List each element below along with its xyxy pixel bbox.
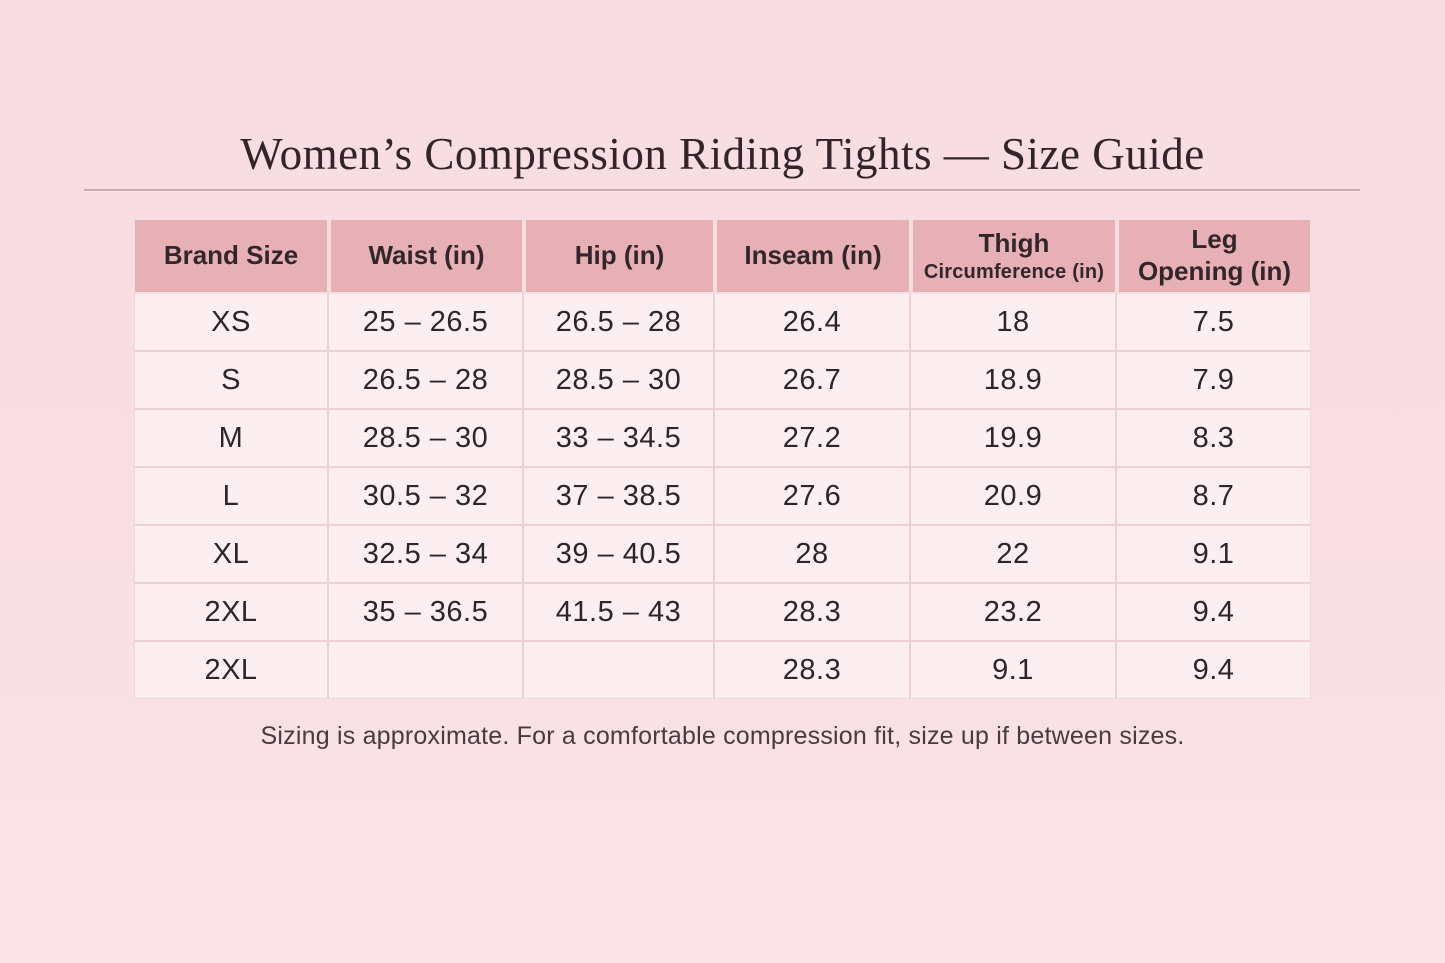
- table-header-row: Brand Size Waist (in) Hip (in) Inseam (i…: [135, 220, 1310, 292]
- column-header-sublabel: Circumference (in): [923, 260, 1105, 283]
- column-header-label: Thigh: [978, 227, 1050, 258]
- table-cell: 23.2: [911, 582, 1117, 640]
- column-header-sublabel: Opening (in): [1137, 256, 1292, 286]
- column-header-thigh-circumference: Thigh Circumference (in): [911, 220, 1117, 292]
- column-header-label: Hip (in): [574, 240, 665, 271]
- table-cell: 2XL: [135, 640, 329, 698]
- table-cell: 18.9: [911, 350, 1117, 408]
- size-row-2xl: 2XL 35 – 36.5 41.5 – 43 28.3 23.2 9.4: [135, 582, 1310, 640]
- table-cell: 37 – 38.5: [524, 466, 715, 524]
- table-cell: 9.4: [1117, 640, 1310, 698]
- table-cell: 7.5: [1117, 292, 1310, 350]
- table-cell: 41.5 – 43: [524, 582, 715, 640]
- table-cell: L: [135, 466, 329, 524]
- table-cell: 9.4: [1117, 582, 1310, 640]
- table-cell: 26.4: [715, 292, 911, 350]
- column-header-brand-size: Brand Size: [135, 220, 329, 292]
- table-cell: M: [135, 408, 329, 466]
- size-row-xs: XS 25 – 26.5 26.5 – 28 26.4 18 7.5: [135, 292, 1310, 350]
- table-cell: 28.5 – 30: [524, 350, 715, 408]
- table-cell: 30.5 – 32: [329, 466, 524, 524]
- table-cell: 32.5 – 34: [329, 524, 524, 582]
- table-cell: 18: [911, 292, 1117, 350]
- table-cell: XS: [135, 292, 329, 350]
- table-cell: 9.1: [911, 640, 1117, 698]
- title-divider-line: [84, 189, 1360, 191]
- table-cell: 26.5 – 28: [524, 292, 715, 350]
- column-header-waist: Waist (in): [329, 220, 524, 292]
- table-cell: 26.7: [715, 350, 911, 408]
- table-cell: 33 – 34.5: [524, 408, 715, 466]
- table-cell: 28.5 – 30: [329, 408, 524, 466]
- size-guide-table: Brand Size Waist (in) Hip (in) Inseam (i…: [135, 220, 1310, 698]
- column-header-label: Waist (in): [368, 240, 485, 271]
- table-cell: 22: [911, 524, 1117, 582]
- column-header-leg-opening: Leg Opening (in): [1117, 220, 1310, 292]
- table-cell: 19.9: [911, 408, 1117, 466]
- size-row-s: S 26.5 – 28 28.5 – 30 26.7 18.9 7.9: [135, 350, 1310, 408]
- table-cell: 2XL: [135, 582, 329, 640]
- table-cell: 9.1: [1117, 524, 1310, 582]
- column-header-hip: Hip (in): [524, 220, 715, 292]
- table-cell: 7.9: [1117, 350, 1310, 408]
- table-cell: 20.9: [911, 466, 1117, 524]
- table-cell: [524, 640, 715, 698]
- page-title: Women’s Compression Riding Tights — Size…: [240, 129, 1205, 180]
- table-cell: S: [135, 350, 329, 408]
- table-cell: 28: [715, 524, 911, 582]
- table-body: XS 25 – 26.5 26.5 – 28 26.4 18 7.5 S 26.…: [135, 292, 1310, 698]
- table-cell: 27.6: [715, 466, 911, 524]
- table-cell: 27.2: [715, 408, 911, 466]
- table-cell: 8.3: [1117, 408, 1310, 466]
- table-cell: 28.3: [715, 582, 911, 640]
- size-row-m: M 28.5 – 30 33 – 34.5 27.2 19.9 8.3: [135, 408, 1310, 466]
- table-cell: 39 – 40.5: [524, 524, 715, 582]
- table-cell: 35 – 36.5: [329, 582, 524, 640]
- table-cell: [329, 640, 524, 698]
- column-header-inseam: Inseam (in): [715, 220, 911, 292]
- column-header-label: Inseam (in): [744, 240, 882, 271]
- table-cell: XL: [135, 524, 329, 582]
- column-header-label: Brand Size: [163, 240, 299, 271]
- table-cell: 25 – 26.5: [329, 292, 524, 350]
- sizing-footnote: Sizing is approximate. For a comfortable…: [260, 722, 1185, 750]
- size-row-xl: XL 32.5 – 34 39 – 40.5 28 22 9.1: [135, 524, 1310, 582]
- table-cell: 8.7: [1117, 466, 1310, 524]
- table-cell: 26.5 – 28: [329, 350, 524, 408]
- size-row-l: L 30.5 – 32 37 – 38.5 27.6 20.9 8.7: [135, 466, 1310, 524]
- table-cell: 28.3: [715, 640, 911, 698]
- column-header-label: Leg: [1191, 224, 1238, 255]
- size-row-2xl-extra: 2XL 28.3 9.1 9.4: [135, 640, 1310, 698]
